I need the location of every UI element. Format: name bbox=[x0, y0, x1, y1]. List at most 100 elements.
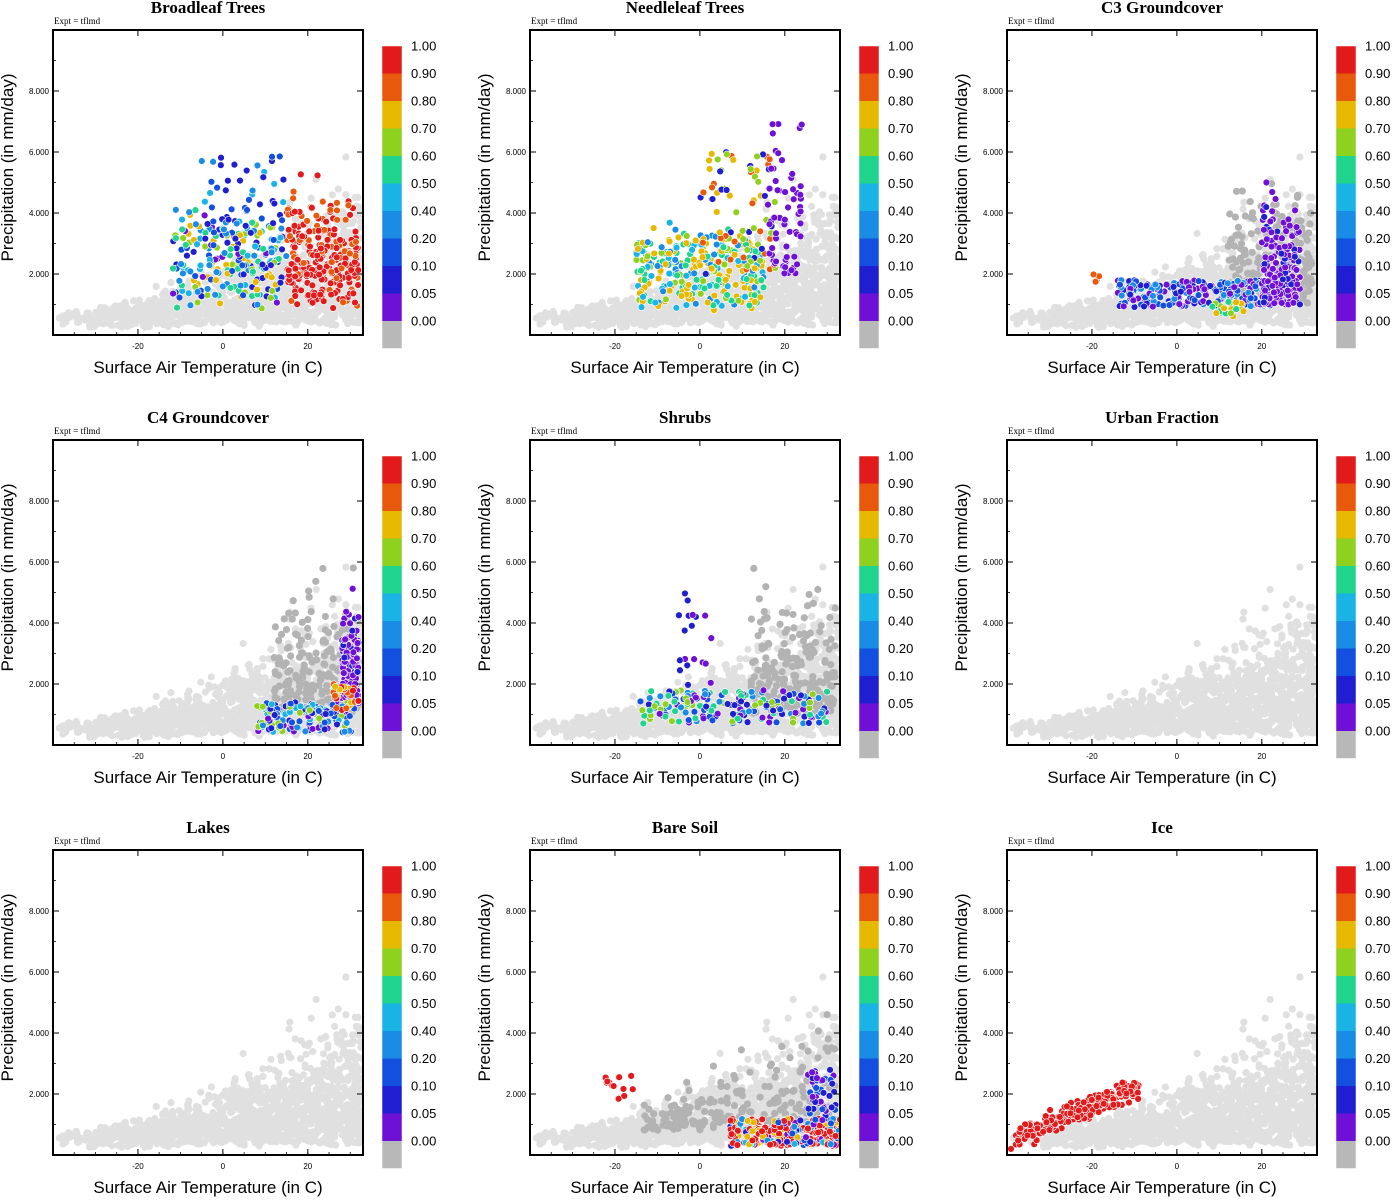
data-point bbox=[653, 262, 662, 270]
data-point bbox=[730, 237, 739, 246]
background-point bbox=[1025, 311, 1033, 319]
data-point bbox=[665, 237, 674, 246]
data-point bbox=[696, 261, 704, 270]
colorbar-swatch bbox=[859, 128, 879, 156]
data-point bbox=[712, 240, 721, 249]
data-point bbox=[787, 266, 796, 274]
background-point bbox=[769, 301, 778, 309]
background-point bbox=[330, 296, 338, 304]
data-point bbox=[320, 297, 328, 305]
colorbar-swatch bbox=[382, 46, 402, 74]
data-point bbox=[227, 245, 235, 253]
data-point bbox=[657, 243, 666, 251]
background-point bbox=[826, 280, 834, 288]
data-point bbox=[248, 219, 256, 227]
colorbar-swatch bbox=[859, 238, 879, 266]
background-point bbox=[306, 309, 315, 317]
data-point bbox=[690, 255, 698, 264]
data-point bbox=[778, 156, 786, 164]
background-point bbox=[604, 320, 613, 329]
colorbar-swatch bbox=[382, 73, 402, 101]
data-point bbox=[734, 296, 743, 305]
data-point bbox=[352, 238, 360, 246]
background-point bbox=[159, 289, 168, 297]
data-point bbox=[242, 166, 251, 175]
background-point bbox=[292, 321, 300, 329]
data-point bbox=[185, 208, 193, 216]
data-point bbox=[682, 239, 691, 247]
background-point bbox=[275, 305, 283, 313]
y-tick-label: 4.000 bbox=[506, 209, 527, 218]
data-point bbox=[333, 206, 341, 215]
data-point bbox=[203, 285, 212, 293]
data-point bbox=[781, 263, 789, 271]
data-point bbox=[705, 156, 713, 165]
data-point bbox=[323, 236, 332, 244]
background-point bbox=[786, 277, 794, 285]
data-point bbox=[724, 282, 732, 290]
colorbar-label: 0.00 bbox=[411, 314, 436, 329]
background-point bbox=[228, 314, 236, 322]
data-point bbox=[793, 260, 801, 269]
data-point bbox=[276, 234, 285, 242]
background-point bbox=[224, 307, 232, 315]
y-tick-label: 2.000 bbox=[29, 270, 50, 279]
background-point bbox=[769, 321, 777, 329]
background-point bbox=[654, 309, 662, 317]
background-point bbox=[811, 276, 819, 284]
data-point bbox=[659, 287, 667, 295]
background-point bbox=[768, 311, 776, 319]
colorbar-label: 0.10 bbox=[411, 259, 436, 274]
data-point bbox=[253, 161, 262, 170]
background-point bbox=[817, 263, 826, 271]
data-point bbox=[747, 165, 755, 173]
data-point bbox=[751, 172, 759, 181]
background-point bbox=[328, 191, 336, 199]
data-point bbox=[191, 272, 199, 280]
data-point bbox=[310, 291, 318, 300]
data-point bbox=[196, 261, 205, 270]
background-point bbox=[71, 311, 79, 319]
expt-label: Expt = tflmd bbox=[54, 16, 101, 26]
background-point bbox=[823, 309, 831, 317]
colorbar-swatch bbox=[382, 128, 402, 156]
data-point bbox=[224, 215, 233, 224]
background-point bbox=[287, 306, 295, 314]
background-point bbox=[123, 305, 131, 313]
data-point bbox=[710, 291, 719, 300]
background-point bbox=[565, 314, 573, 323]
data-point bbox=[312, 211, 321, 220]
background-point bbox=[832, 255, 840, 263]
data-point bbox=[289, 194, 297, 203]
background-point bbox=[103, 308, 111, 317]
colorbar-label: 0.20 bbox=[411, 231, 436, 246]
data-point bbox=[723, 291, 731, 299]
background-point bbox=[807, 250, 815, 258]
background-point bbox=[796, 316, 804, 324]
data-point bbox=[725, 267, 733, 275]
colorbar-swatch bbox=[859, 73, 879, 101]
data-point bbox=[784, 203, 792, 212]
data-point bbox=[678, 278, 686, 286]
background-point bbox=[558, 316, 566, 324]
background-point bbox=[732, 322, 740, 330]
background-point bbox=[261, 313, 269, 321]
data-point bbox=[790, 195, 798, 203]
data-point bbox=[210, 228, 218, 237]
data-point bbox=[293, 300, 301, 308]
data-point bbox=[754, 178, 762, 186]
data-point bbox=[351, 258, 359, 266]
background-point bbox=[832, 314, 840, 322]
background-point bbox=[356, 290, 363, 298]
data-point bbox=[757, 276, 765, 284]
colorbar-label: 0.90 bbox=[411, 66, 436, 81]
background-point bbox=[780, 300, 788, 308]
data-point bbox=[716, 167, 724, 176]
data-point bbox=[178, 215, 186, 224]
colorbar-swatch bbox=[859, 293, 879, 321]
data-point bbox=[650, 249, 658, 258]
background-point bbox=[1239, 205, 1247, 213]
data-point bbox=[708, 150, 716, 158]
data-point bbox=[796, 182, 805, 190]
data-point bbox=[683, 232, 691, 240]
